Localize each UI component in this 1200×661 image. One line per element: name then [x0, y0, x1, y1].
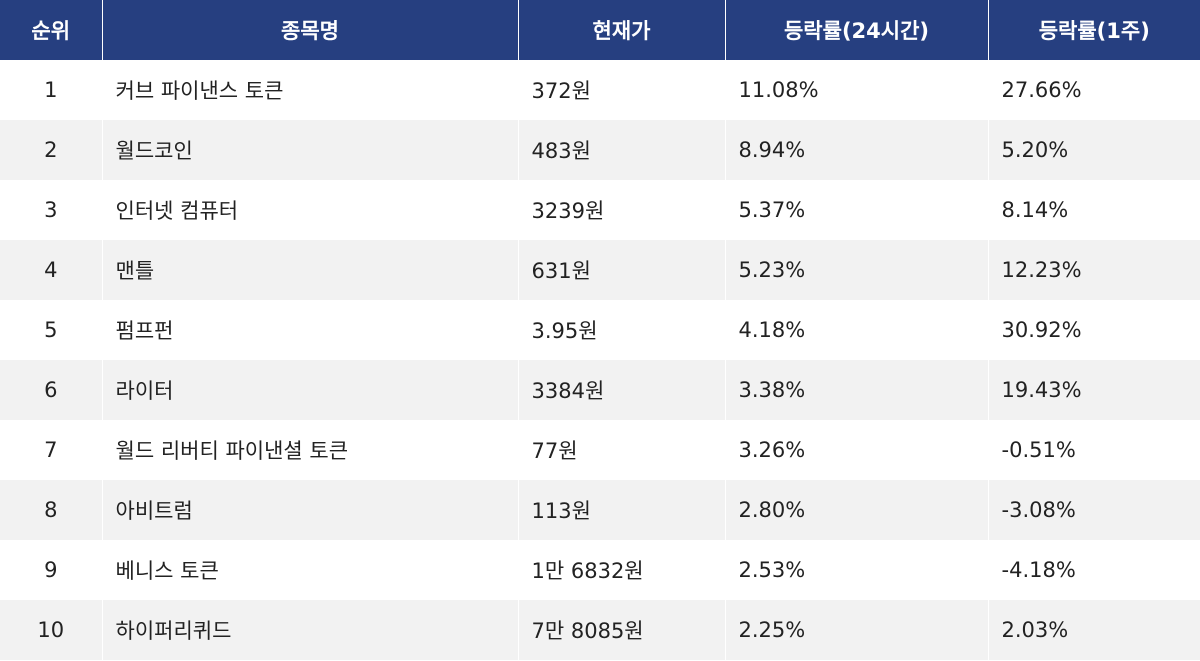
cell-rank: 10: [0, 600, 103, 660]
cell-change-24h: 3.38%: [725, 360, 989, 420]
cell-rank: 5: [0, 300, 103, 360]
cell-change-24h: 11.08%: [725, 60, 989, 120]
cell-name: 하이퍼리퀴드: [102, 600, 519, 660]
cell-name: 베니스 토큰: [102, 540, 519, 600]
cell-rank: 2: [0, 120, 103, 180]
header-row: 순위 종목명 현재가 등락률(24시간) 등락률(1주): [0, 0, 1200, 60]
cell-change-24h: 2.53%: [725, 540, 989, 600]
cell-price: 483원: [518, 120, 726, 180]
cell-price: 372원: [518, 60, 726, 120]
header-name: 종목명: [102, 0, 519, 60]
cell-change-24h: 2.80%: [725, 480, 989, 540]
cell-name: 커브 파이낸스 토큰: [102, 60, 519, 120]
header-rank: 순위: [0, 0, 103, 60]
table-body: 1 커브 파이낸스 토큰 372원 11.08% 27.66% 2 월드코인 483원 8.94…: [0, 60, 1200, 660]
cell-change-1w: 19.43%: [988, 360, 1200, 420]
table-row: 9 베니스 토큰 1만 6832원 2.53% -4.18%: [0, 540, 1200, 600]
cell-name: 아비트럼: [102, 480, 519, 540]
cell-change-24h: 5.37%: [725, 180, 989, 240]
cell-rank: 3: [0, 180, 103, 240]
cell-price: 3384원: [518, 360, 726, 420]
cell-change-1w: 27.66%: [988, 60, 1200, 120]
cell-change-1w: -3.08%: [988, 480, 1200, 540]
cell-change-24h: 3.26%: [725, 420, 989, 480]
table-row: 1 커브 파이낸스 토큰 372원 11.08% 27.66%: [0, 60, 1200, 120]
cell-change-24h: 4.18%: [725, 300, 989, 360]
header-change-24h: 등락률(24시간): [725, 0, 989, 60]
table-row: 2 월드코인 483원 8.94% 5.20%: [0, 120, 1200, 180]
cell-change-1w: 30.92%: [988, 300, 1200, 360]
cell-change-1w: 5.20%: [988, 120, 1200, 180]
table-row: 7 월드 리버티 파이낸셜 토큰 77원 3.26% -0.51%: [0, 420, 1200, 480]
cell-name: 라이터: [102, 360, 519, 420]
table-row: 10 하이퍼리퀴드 7만 8085원 2.25% 2.03%: [0, 600, 1200, 660]
cell-rank: 8: [0, 480, 103, 540]
cell-change-24h: 2.25%: [725, 600, 989, 660]
cell-change-1w: -4.18%: [988, 540, 1200, 600]
cell-price: 7만 8085원: [518, 600, 726, 660]
table-row: 4 맨틀 631원 5.23% 12.23%: [0, 240, 1200, 300]
cell-rank: 4: [0, 240, 103, 300]
cell-price: 3.95원: [518, 300, 726, 360]
cell-change-1w: 8.14%: [988, 180, 1200, 240]
cell-price: 1만 6832원: [518, 540, 726, 600]
cell-rank: 6: [0, 360, 103, 420]
cell-name: 맨틀: [102, 240, 519, 300]
cell-change-24h: 8.94%: [725, 120, 989, 180]
table-row: 3 인터넷 컴퓨터 3239원 5.37% 8.14%: [0, 180, 1200, 240]
cell-name: 월드 리버티 파이낸셜 토큰: [102, 420, 519, 480]
header-price: 현재가: [518, 0, 726, 60]
cell-rank: 9: [0, 540, 103, 600]
cell-rank: 7: [0, 420, 103, 480]
table-row: 8 아비트럼 113원 2.80% -3.08%: [0, 480, 1200, 540]
table-row: 5 펌프펀 3.95원 4.18% 30.92%: [0, 300, 1200, 360]
cell-name: 월드코인: [102, 120, 519, 180]
table-row: 6 라이터 3384원 3.38% 19.43%: [0, 360, 1200, 420]
cell-change-1w: 12.23%: [988, 240, 1200, 300]
cell-price: 77원: [518, 420, 726, 480]
cell-rank: 1: [0, 60, 103, 120]
cell-name: 인터넷 컴퓨터: [102, 180, 519, 240]
cell-price: 113원: [518, 480, 726, 540]
cell-price: 631원: [518, 240, 726, 300]
header-change-1w: 등락률(1주): [988, 0, 1200, 60]
cell-change-24h: 5.23%: [725, 240, 989, 300]
cell-change-1w: 2.03%: [988, 600, 1200, 660]
cell-price: 3239원: [518, 180, 726, 240]
cell-name: 펌프펀: [102, 300, 519, 360]
cell-change-1w: -0.51%: [988, 420, 1200, 480]
